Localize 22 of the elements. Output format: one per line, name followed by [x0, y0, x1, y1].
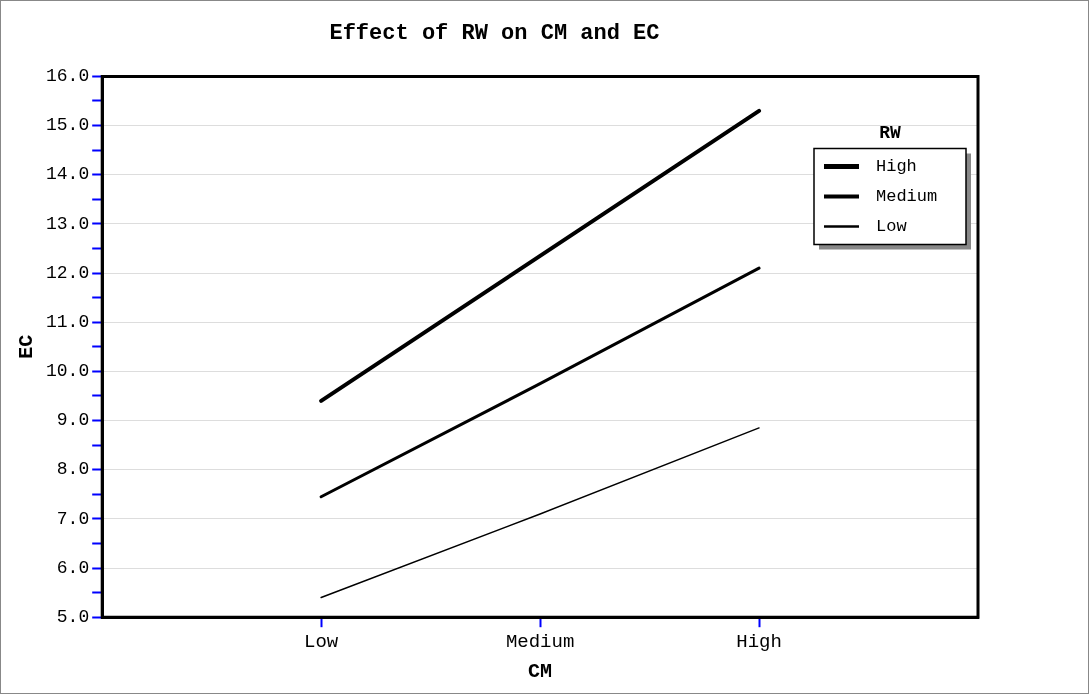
y-tick-label: 14.0 [45, 164, 90, 185]
legend-label: High [876, 156, 917, 176]
y-tick-label: 16.0 [45, 66, 90, 87]
y-tick-label: 6.0 [56, 557, 90, 578]
y-tick-label: 11.0 [45, 311, 90, 332]
legend-title: RW [879, 122, 901, 143]
y-axis-title: EC [15, 334, 39, 359]
chart-title: Effect of RW on CM and EC [329, 20, 660, 46]
x-axis-title: CM [528, 660, 553, 684]
x-tick-label: High [736, 630, 782, 653]
y-tick-label: 13.0 [45, 213, 90, 234]
y-tick-label: 7.0 [56, 508, 90, 529]
y-tick-label: 12.0 [45, 262, 90, 283]
y-tick-label: 5.0 [56, 606, 90, 627]
y-tick-label: 9.0 [56, 410, 90, 431]
y-tick-label: 8.0 [56, 459, 90, 480]
y-tick-label: 15.0 [45, 115, 90, 136]
y-tick-label: 10.0 [45, 361, 90, 382]
x-tick-label: Medium [505, 630, 575, 653]
x-tick-label: Low [304, 630, 339, 653]
legend-label: Medium [876, 186, 938, 206]
legend-label: Low [876, 216, 908, 236]
